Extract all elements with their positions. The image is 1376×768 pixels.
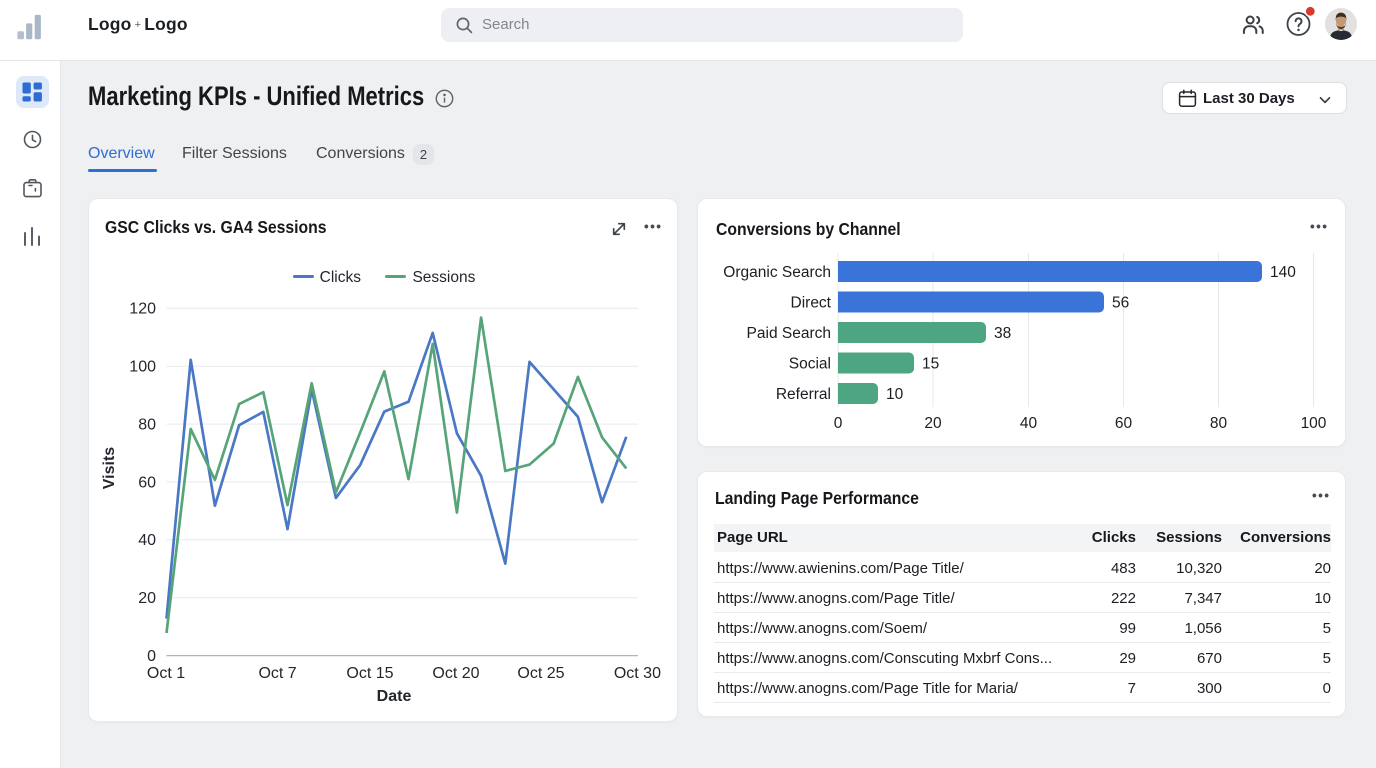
svg-text:40: 40 bbox=[1020, 415, 1038, 432]
svg-text:Social: Social bbox=[789, 356, 831, 373]
svg-text:Direct: Direct bbox=[791, 295, 832, 312]
svg-text:60: 60 bbox=[138, 475, 156, 492]
svg-text:140: 140 bbox=[1270, 264, 1296, 281]
svg-text:38: 38 bbox=[994, 325, 1011, 342]
svg-text:0: 0 bbox=[147, 648, 156, 665]
svg-text:Paid Search: Paid Search bbox=[747, 325, 831, 342]
svg-text:20: 20 bbox=[924, 415, 942, 432]
svg-text:10: 10 bbox=[886, 386, 904, 403]
svg-text:Visits: Visits bbox=[101, 447, 118, 490]
svg-text:Oct 30: Oct 30 bbox=[614, 665, 661, 682]
svg-text:Oct 20: Oct 20 bbox=[432, 665, 479, 682]
svg-text:Oct 25: Oct 25 bbox=[517, 665, 564, 682]
svg-text:0: 0 bbox=[834, 415, 843, 432]
svg-text:Oct 1: Oct 1 bbox=[147, 665, 185, 682]
svg-text:60: 60 bbox=[1115, 415, 1133, 432]
svg-text:120: 120 bbox=[129, 301, 156, 318]
svg-text:20: 20 bbox=[138, 590, 156, 607]
svg-text:15: 15 bbox=[922, 356, 939, 373]
svg-text:56: 56 bbox=[1112, 295, 1129, 312]
svg-text:Date: Date bbox=[377, 688, 412, 705]
svg-text:Referral: Referral bbox=[776, 386, 831, 403]
svg-text:Organic Search: Organic Search bbox=[723, 264, 831, 281]
svg-text:100: 100 bbox=[129, 359, 156, 376]
svg-text:100: 100 bbox=[1301, 415, 1327, 432]
svg-text:80: 80 bbox=[138, 417, 156, 434]
svg-text:Oct 7: Oct 7 bbox=[258, 665, 296, 682]
svg-text:Oct 15: Oct 15 bbox=[346, 665, 393, 682]
svg-text:40: 40 bbox=[138, 532, 156, 549]
svg-text:80: 80 bbox=[1210, 415, 1228, 432]
